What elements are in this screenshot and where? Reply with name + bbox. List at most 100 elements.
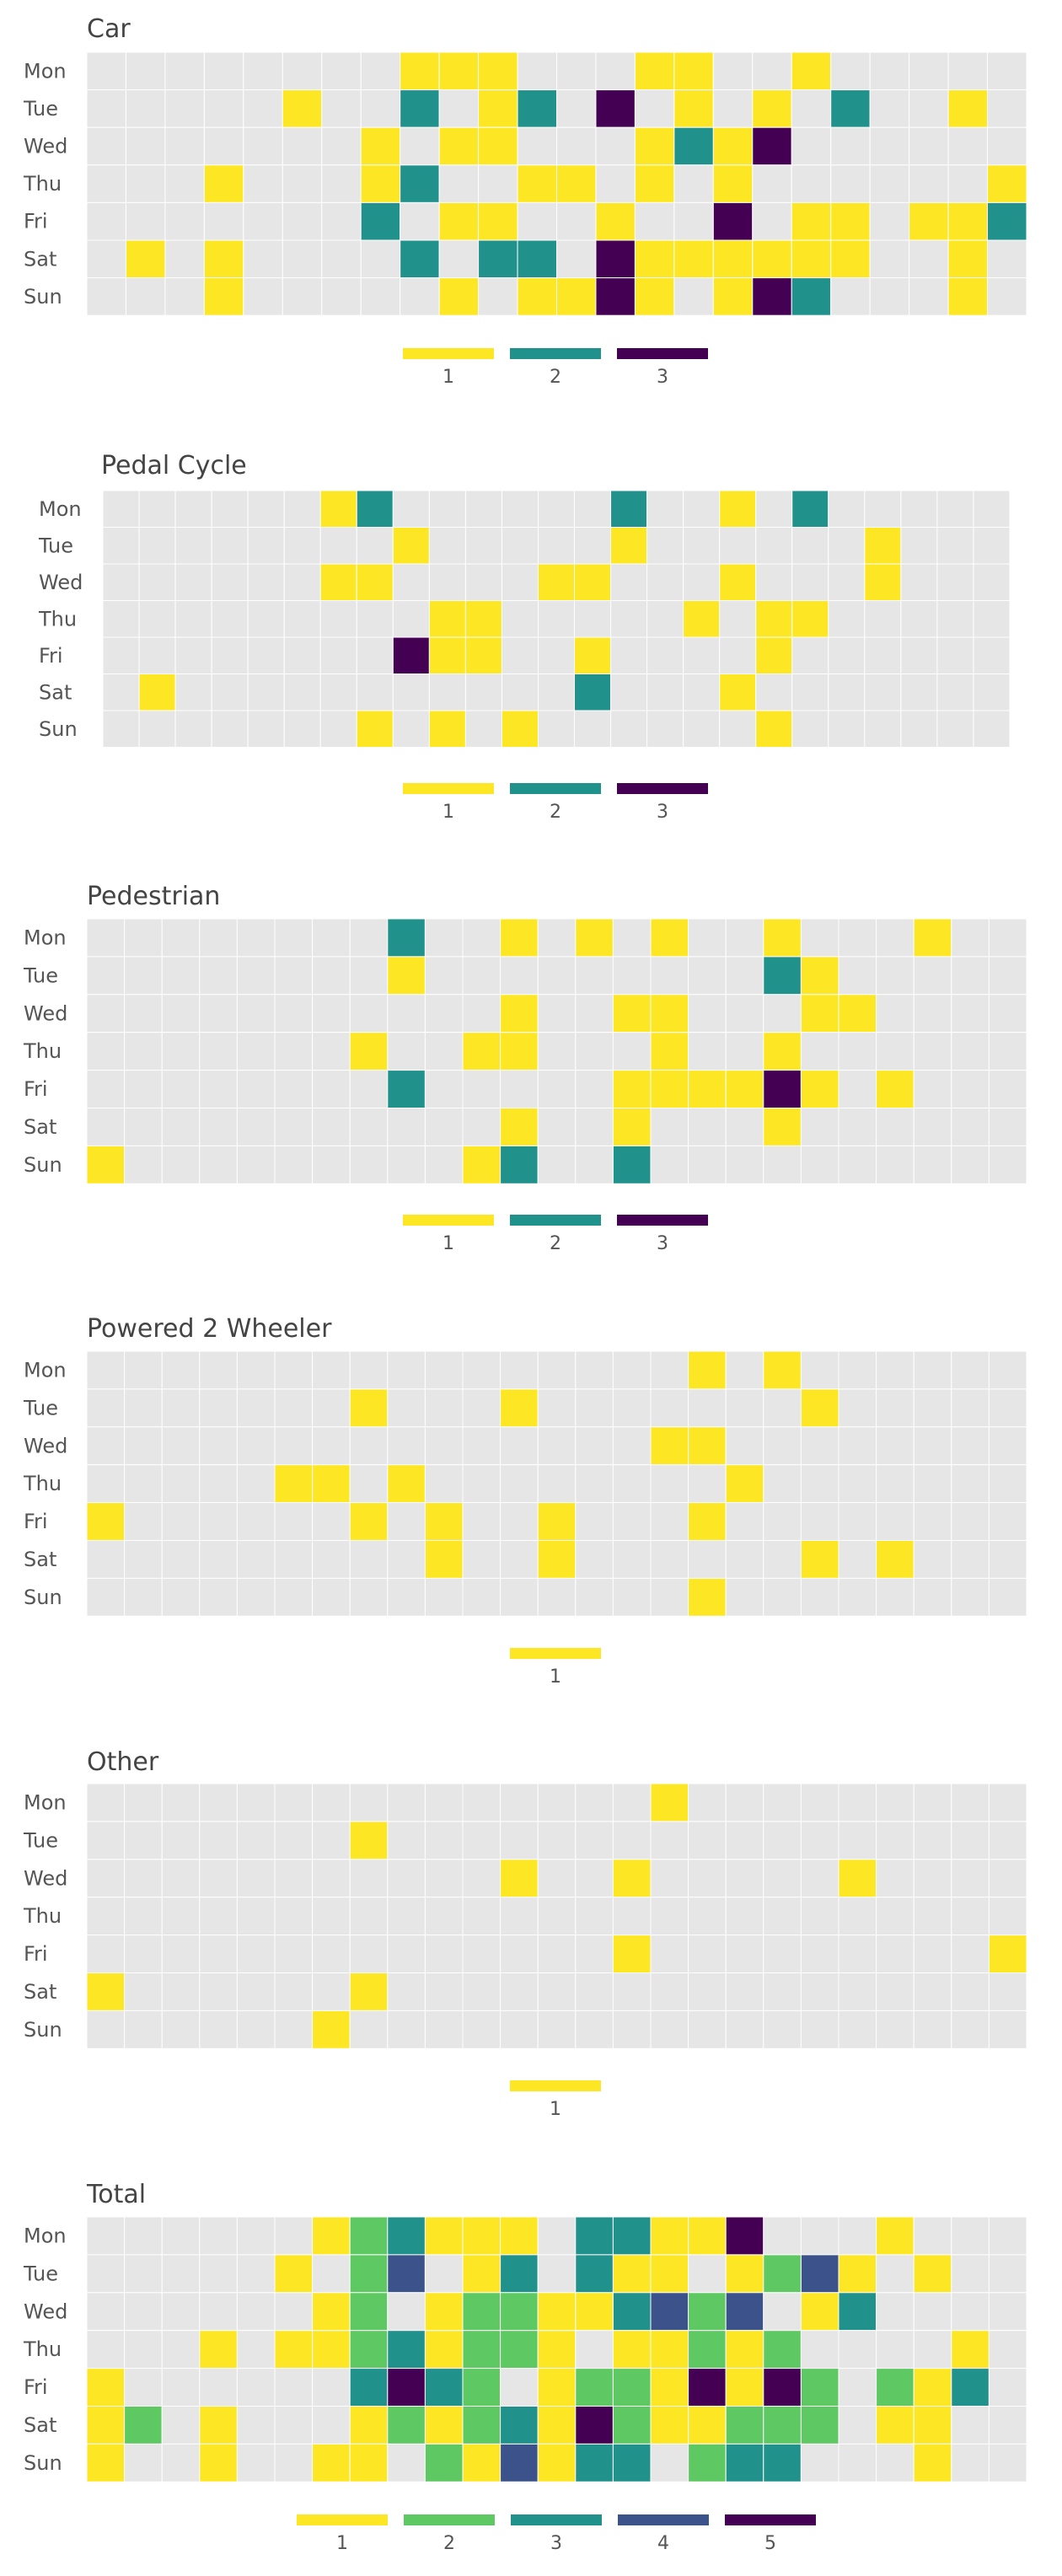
heatmap-cell (428, 710, 466, 748)
heatmap-cell (688, 1935, 727, 1974)
heatmap-cell (610, 600, 648, 638)
heatmap-cell (913, 1108, 952, 1146)
heatmap-cell (712, 201, 754, 241)
heatmap-cell (869, 164, 910, 203)
heatmap-cell (612, 2292, 652, 2332)
heatmap-cell (876, 1426, 914, 1466)
heatmap-cell (86, 1070, 126, 1108)
heatmap-cell (838, 956, 877, 996)
heatmap-cell (876, 1540, 914, 1579)
heatmap-cell (575, 1783, 614, 1822)
heatmap-cell (199, 2443, 238, 2482)
heatmap-cell (349, 2292, 389, 2332)
heatmap-cell (673, 201, 714, 241)
heatmap-cell (86, 201, 126, 241)
heatmap-cell (673, 277, 714, 316)
heatmap-cell (719, 527, 757, 565)
legend-swatch (403, 783, 494, 794)
heatmap-cell (424, 1577, 464, 1617)
heatmap-cell (424, 2254, 464, 2294)
heatmap-cell (575, 994, 614, 1033)
legend-swatch (617, 783, 708, 794)
heatmap-cell (462, 956, 502, 996)
heatmap-cell (725, 1388, 764, 1428)
heatmap-cell (283, 600, 321, 638)
heatmap-cell (349, 1108, 389, 1146)
heatmap-cell (321, 201, 362, 241)
heatmap-cell (161, 1897, 201, 1936)
heatmap-cell (800, 1350, 839, 1390)
heatmap-cell (610, 527, 648, 565)
heatmap-cell (199, 1540, 238, 1579)
heatmap-cell (537, 1464, 577, 1504)
heatmap-cell (988, 2443, 1027, 2482)
heatmap-cell (936, 674, 974, 711)
heatmap-cell (838, 994, 877, 1033)
day-label: Sun (39, 717, 78, 741)
heatmap-cell (913, 2216, 952, 2256)
heatmap-cell (951, 1032, 990, 1071)
heatmap-cell (349, 2406, 389, 2445)
heatmap-cell (683, 710, 721, 748)
heatmap-cell (424, 1540, 464, 1579)
heatmap-cell (199, 1577, 238, 1617)
heatmap-cell (462, 2010, 502, 2049)
heatmap-cell (312, 2368, 351, 2407)
heatmap-cell (236, 1145, 276, 1184)
heatmap-cell (650, 1070, 689, 1108)
heatmap-cell (360, 51, 401, 91)
heatmap-cell (595, 89, 636, 128)
day-label: Fri (24, 1077, 48, 1101)
heatmap-cell (800, 1426, 839, 1466)
heatmap-cell (312, 2254, 351, 2294)
heatmap-cell (387, 1859, 426, 1898)
heatmap-cell (283, 527, 321, 565)
heatmap-cell (428, 527, 466, 565)
heatmap-cell (988, 1821, 1027, 1860)
day-label: Tue (23, 2262, 58, 2285)
heatmap-cell (387, 2406, 426, 2445)
heatmap-cell (247, 636, 285, 674)
heatmap-cell (236, 1859, 276, 1898)
heatmap-cell (161, 2254, 201, 2294)
heatmap-cell (909, 164, 949, 203)
heatmap-cell (319, 600, 357, 638)
heatmap-cell (462, 1897, 502, 1936)
heatmap-cell (138, 710, 176, 748)
heatmap-cell (752, 126, 792, 166)
heatmap-cell (124, 1145, 163, 1184)
heatmap-cell (462, 918, 502, 958)
heatmap-cell (712, 239, 754, 279)
heatmap-cell (462, 1540, 502, 1579)
heatmap-cell (312, 1502, 351, 1541)
heatmap-cell (683, 563, 721, 601)
heatmap-cell (909, 51, 949, 91)
heatmap-cell (725, 2406, 764, 2445)
heatmap-cell (537, 527, 576, 565)
heatmap-cell (913, 1350, 952, 1390)
heatmap-cell (800, 2443, 839, 2482)
panel-car: Car Mon Tue Wed Thu Fri Sat Sun 1 2 3 (23, 14, 1027, 388)
heatmap-cell (236, 1935, 276, 1974)
heatmap-cell (387, 1502, 426, 1541)
heatmap-cell (800, 1464, 839, 1504)
heatmap-cell (575, 1972, 614, 2011)
heatmap-cell (688, 2368, 727, 2407)
heatmap-cell (913, 1577, 952, 1617)
panel-title: Car (87, 14, 131, 44)
heatmap-cell (913, 2254, 952, 2294)
heatmap-cell (274, 1821, 314, 1860)
heatmap-cell (424, 994, 464, 1033)
heatmap-cell (838, 2330, 877, 2369)
heatmap-cell (719, 636, 757, 674)
heatmap-cell (124, 1388, 163, 1428)
heatmap-cell (610, 710, 648, 748)
heatmap-cell (462, 1821, 502, 1860)
heatmap-cell (838, 1897, 877, 1936)
heatmap-cell (360, 89, 401, 128)
heatmap-cell (763, 2443, 802, 2482)
heatmap-cell (800, 1388, 839, 1428)
heatmap-cell (387, 1426, 426, 1466)
heatmap-cell (199, 2254, 238, 2294)
heatmap-cell (838, 1350, 877, 1390)
